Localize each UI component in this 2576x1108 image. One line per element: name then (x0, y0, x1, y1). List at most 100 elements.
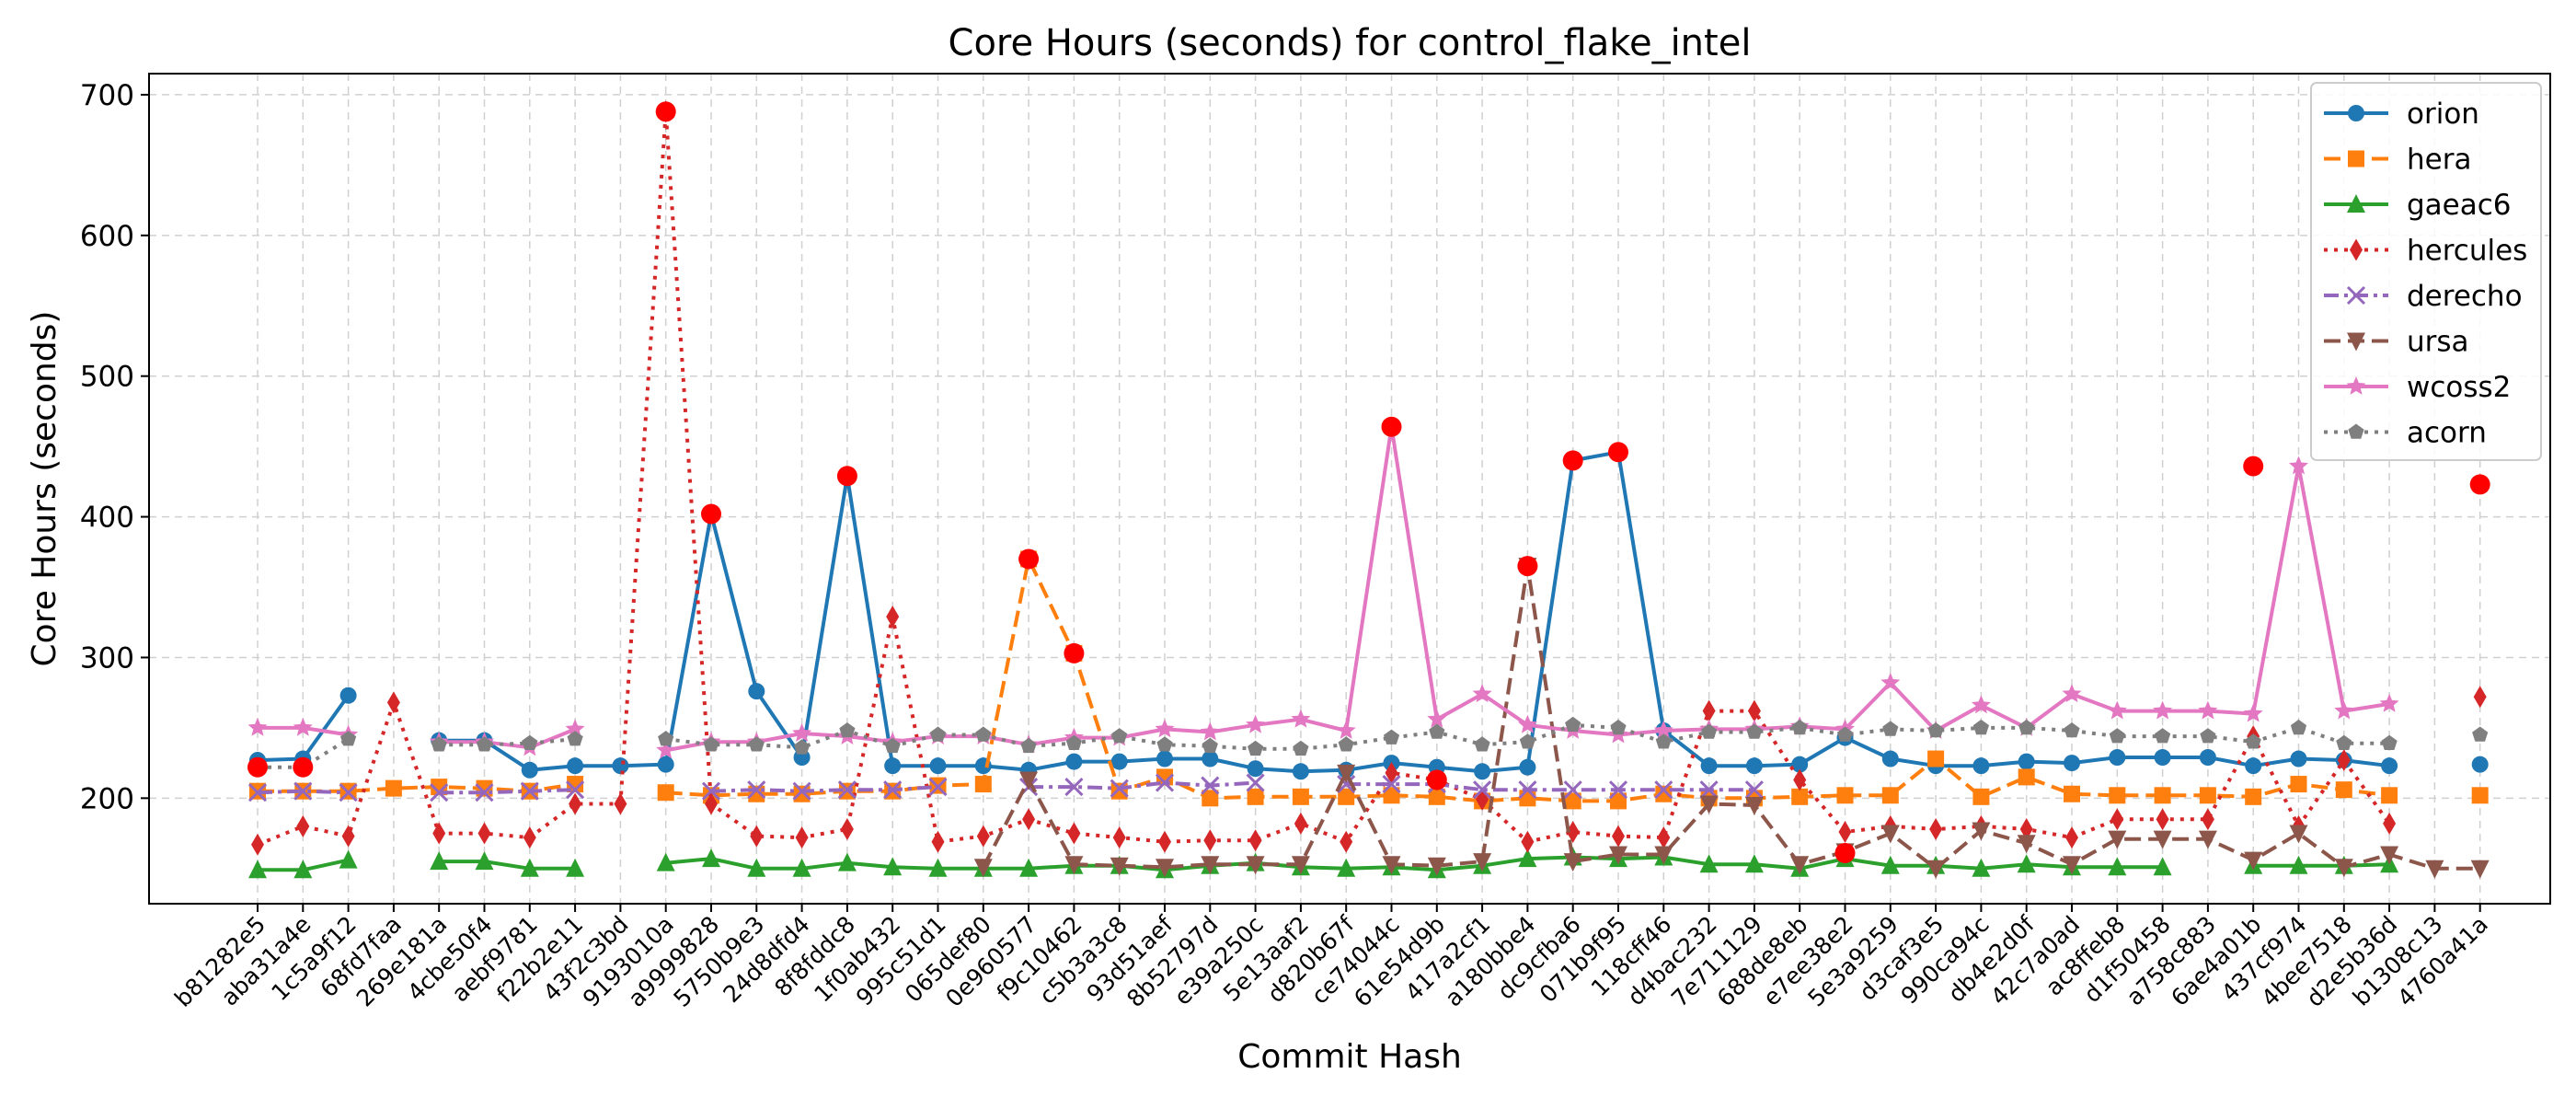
data-point-acorn (1836, 726, 1854, 742)
series-wcoss2 (247, 416, 2399, 759)
data-point-hera (1110, 782, 1128, 800)
series-derecho (247, 773, 1764, 802)
legend-label: ursa (2407, 326, 2469, 359)
data-point-acorn (1065, 734, 1082, 750)
legend: orion hera gaeac6 hercules derecho ursa wcoss2… (2310, 82, 2542, 461)
axes: b81282e5aba31a4e1c5a9f1268fd7faa269e181a… (80, 79, 2493, 1012)
data-point-wcoss2 (2198, 700, 2218, 720)
data-point-wcoss2 (1200, 721, 1220, 741)
data-point-acorn (884, 737, 901, 754)
data-point-hercules (931, 830, 945, 853)
data-point-acorn (2472, 726, 2489, 742)
data-point-derecho (1201, 776, 1220, 795)
legend-label: wcoss2 (2407, 371, 2511, 404)
data-point-derecho (701, 781, 721, 801)
data-point-ursa (1563, 853, 1582, 872)
data-point-acorn (1156, 736, 1173, 752)
data-point-acorn (1202, 737, 1218, 754)
legend-item-orion: orion (2324, 98, 2479, 131)
data-point-derecho (1563, 780, 1582, 800)
data-point-wcoss2 (2379, 693, 2399, 712)
data-point-ursa (973, 859, 993, 878)
data-point-gaeac6 (475, 851, 494, 871)
data-point-acorn (1791, 719, 1808, 735)
data-point-gaeac6 (1019, 858, 1039, 877)
legend-marker (2347, 194, 2365, 213)
data-point-derecho (837, 780, 857, 800)
data-point-ursa (1110, 857, 1129, 876)
legend-label: hera (2407, 144, 2471, 177)
data-point-hercules (750, 825, 764, 848)
data-point-gaeac6 (2289, 855, 2308, 874)
data-point-hercules (2110, 808, 2124, 831)
data-point-gaeac6 (702, 848, 720, 868)
data-point-hera (1428, 788, 1445, 805)
data-point-orion (657, 756, 674, 773)
data-point-ursa (1744, 796, 1764, 815)
x-axis-label: Commit Hash (1237, 1038, 1462, 1076)
data-point-hera (2471, 787, 2489, 804)
data-point-gaeac6 (293, 860, 313, 879)
data-point-derecho (1382, 774, 1401, 794)
data-point-gaeac6 (566, 858, 585, 877)
data-point-derecho (1744, 780, 1764, 800)
data-point-hercules (705, 792, 718, 815)
data-point-orion (2064, 755, 2080, 772)
data-point-hercules (1657, 826, 1671, 849)
data-point-hera (385, 779, 402, 797)
data-point-derecho (928, 778, 948, 797)
data-point-hera (1383, 787, 1400, 804)
data-point-gaeac6 (792, 858, 811, 877)
data-point-acorn (1429, 723, 1445, 739)
data-point-orion (1065, 753, 1083, 770)
legend-label: hercules (2407, 235, 2527, 268)
data-point-wcoss2 (656, 740, 676, 759)
data-point-ursa (1156, 859, 1174, 878)
data-point-acorn (1111, 728, 1128, 744)
data-point-hercules (1566, 821, 1580, 844)
data-point-hera (1791, 788, 1809, 805)
data-point-orion (1156, 750, 1173, 768)
data-point-acorn (2336, 734, 2352, 750)
data-point-derecho (1064, 778, 1084, 797)
data-point-hera (1927, 750, 1945, 768)
highlight-point (293, 756, 314, 778)
data-point-orion (2471, 756, 2489, 773)
highlight-point (1562, 450, 1583, 471)
data-point-acorn (522, 734, 538, 750)
data-point-orion (929, 757, 947, 775)
data-point-acorn (1972, 719, 1989, 735)
data-point-ursa (2289, 825, 2308, 844)
data-point-hera (2381, 787, 2398, 804)
data-point-hercules (1340, 830, 1353, 853)
data-point-acorn (1746, 723, 1763, 739)
data-point-acorn (839, 722, 856, 738)
data-point-gaeac6 (837, 852, 857, 871)
data-point-hercules (569, 792, 582, 815)
data-point-hera (1202, 790, 1219, 807)
data-point-hercules (1929, 817, 1943, 840)
data-point-hercules (477, 822, 491, 845)
legend-marker (2348, 105, 2364, 121)
legend-item-derecho: derecho (2324, 280, 2523, 313)
data-point-hera (2109, 787, 2126, 804)
highlight-point (655, 101, 676, 122)
data-point-orion (2245, 757, 2262, 775)
series-line-gaeac6 (2253, 862, 2390, 868)
data-point-acorn (2109, 728, 2125, 744)
data-point-hercules (1702, 699, 1716, 722)
highlight-point (2243, 456, 2264, 477)
data-point-acorn (658, 731, 674, 746)
data-point-hercules (2019, 817, 2033, 840)
data-point-derecho (747, 780, 766, 800)
legend-marker (2348, 423, 2364, 439)
data-point-acorn (975, 726, 992, 742)
data-point-ursa (1427, 857, 1446, 876)
data-point-acorn (703, 736, 719, 752)
data-point-hercules (2383, 812, 2397, 835)
data-point-derecho (475, 783, 494, 802)
data-point-acorn (1383, 729, 1400, 744)
data-point-ursa (2153, 830, 2172, 849)
data-point-derecho (293, 781, 313, 801)
